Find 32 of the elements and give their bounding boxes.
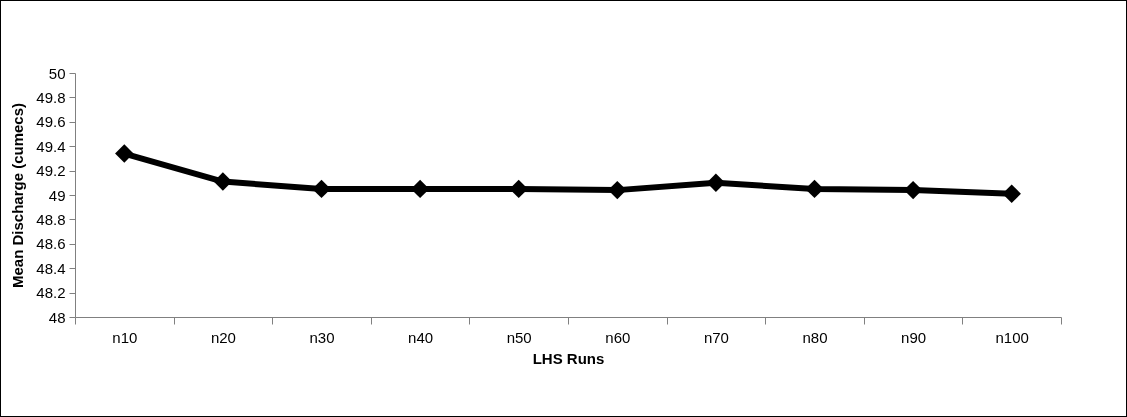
y-axis-title: Mean Discharge (cumecs) — [9, 102, 27, 289]
point — [805, 179, 824, 199]
y-tick-label: 48.8 — [36, 210, 66, 228]
x-tick-label: n70 — [703, 328, 729, 346]
point — [312, 179, 331, 199]
y-tick-label: 49 — [48, 186, 66, 204]
point — [706, 173, 726, 193]
point — [213, 172, 233, 191]
point — [903, 180, 923, 200]
y-tick-label: 49.6 — [36, 113, 66, 131]
x-tick-label: n50 — [506, 328, 532, 346]
point — [608, 180, 627, 200]
x-tick-label: n90 — [901, 328, 927, 346]
point — [1002, 184, 1021, 203]
y-tick-label: 48.4 — [36, 259, 66, 277]
y-tick-label: 50 — [48, 64, 66, 82]
x-tick-label: n100 — [995, 328, 1029, 346]
point — [509, 179, 528, 199]
point — [115, 144, 134, 163]
y-tick-label: 49.4 — [36, 137, 66, 155]
x-axis-title: LHS Runs — [532, 349, 605, 367]
y-tick-label: 48.6 — [36, 235, 66, 253]
x-tick-label: n20 — [210, 328, 236, 346]
x-tick-label: n60 — [605, 328, 631, 346]
y-tick-label: 48 — [48, 308, 66, 326]
y-tick-label: 49.2 — [36, 162, 66, 180]
x-tick-label: n80 — [802, 328, 828, 346]
y-tick-label: 49.8 — [36, 88, 66, 106]
x-tick-label: n40 — [408, 328, 434, 346]
x-tick-label: n10 — [112, 328, 138, 346]
y-tick-label: 48.2 — [36, 284, 66, 302]
x-tick-label: n30 — [309, 328, 335, 346]
